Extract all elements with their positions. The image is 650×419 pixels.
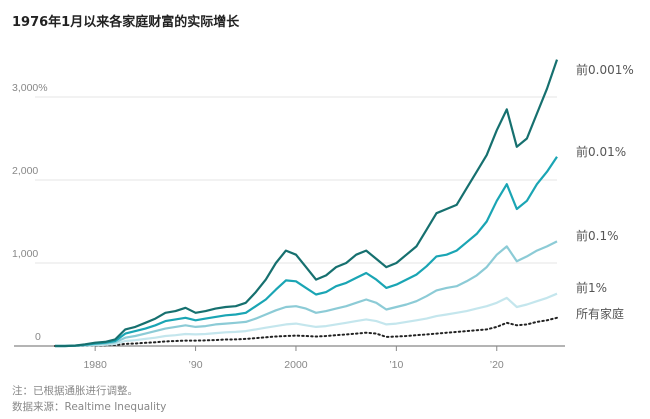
series-label: 所有家庭	[576, 306, 624, 321]
series-line	[55, 59, 559, 348]
y-tick-label: 1,000	[12, 248, 38, 260]
chart-title: 1976年1月以来各家庭财富的实际增长	[12, 15, 240, 30]
x-tick-label: 2000	[284, 359, 308, 371]
chart-note: 注：已根据通胀进行调整。	[12, 385, 138, 397]
series-line	[54, 316, 558, 347]
series-label: 前0.001%	[576, 62, 634, 77]
x-tick-label: 1980	[83, 359, 107, 371]
x-tick-label: ’10	[389, 359, 403, 371]
x-tick-label: ’20	[490, 359, 504, 371]
series-label: 前1%	[576, 280, 607, 295]
series-label: 前0.01%	[576, 144, 626, 159]
series-line	[55, 240, 558, 348]
y-tick-label: 3,000%	[12, 82, 48, 94]
x-tick-label: ’90	[189, 359, 203, 371]
series-label: 前0.1%	[576, 228, 619, 243]
series-line	[55, 156, 558, 348]
series-line	[55, 292, 558, 348]
chart-source: 数据来源：Realtime Inequality	[12, 401, 167, 413]
y-tick-label: 2,000	[12, 165, 38, 177]
y-tick-label: 0	[35, 331, 41, 343]
